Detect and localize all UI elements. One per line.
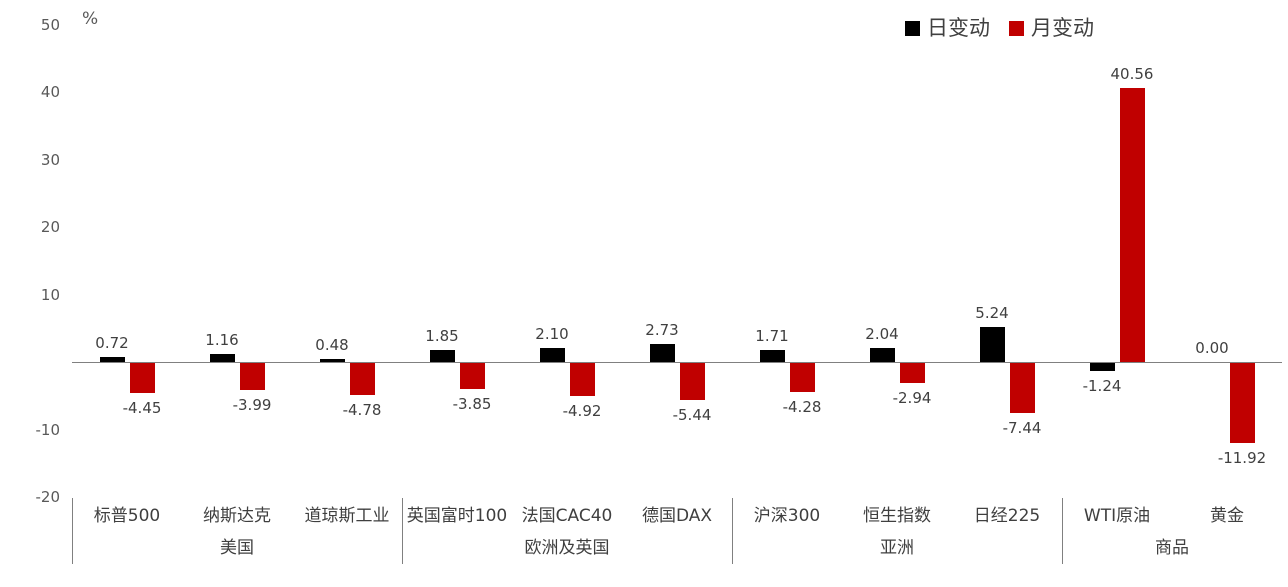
value-label: -4.28 xyxy=(782,397,822,416)
group-label: 美国 xyxy=(220,538,254,558)
category-label: 德国DAX xyxy=(641,506,713,526)
monthly-bar xyxy=(129,363,155,394)
group-separator xyxy=(1062,498,1063,564)
value-label: 1.85 xyxy=(425,326,459,345)
value-label: -3.99 xyxy=(232,395,272,414)
value-label: -4.78 xyxy=(342,401,382,420)
value-label: 1.71 xyxy=(755,327,789,346)
category-label: 沪深300 xyxy=(753,506,821,526)
daily-bar xyxy=(209,354,235,362)
value-label: -4.92 xyxy=(562,402,602,421)
daily-bar xyxy=(869,348,895,362)
value-label: 0.00 xyxy=(1195,339,1229,357)
y-tick-label: 50 xyxy=(40,15,60,34)
y-tick-label: -20 xyxy=(35,488,61,506)
monthly-bar xyxy=(679,363,705,400)
category-label: WTI原油 xyxy=(1083,506,1151,526)
monthly-bar xyxy=(349,363,375,396)
y-axis-unit-label: % xyxy=(82,9,99,29)
legend-label-monthly-change: 月变动 xyxy=(1031,16,1094,40)
monthly-bar xyxy=(899,363,925,383)
daily-bar xyxy=(429,349,455,362)
monthly-bar xyxy=(1009,363,1035,414)
category-label: 日经225 xyxy=(973,506,1041,526)
category-label: 标普500 xyxy=(93,506,161,526)
daily-bar xyxy=(319,358,345,362)
daily-bar xyxy=(649,343,675,362)
daily-bar xyxy=(1089,363,1115,372)
value-label: -7.44 xyxy=(1002,419,1042,438)
value-label: 5.24 xyxy=(975,303,1009,322)
group-label: 欧洲及英国 xyxy=(524,538,610,558)
y-tick-label: 20 xyxy=(40,218,60,236)
daily-bar xyxy=(99,357,125,362)
y-tick-label: 40 xyxy=(40,83,60,101)
monthly-bar xyxy=(1119,88,1145,362)
value-label: -2.94 xyxy=(892,388,932,407)
daily-series-swatch-icon xyxy=(905,20,920,36)
y-tick-label: 30 xyxy=(40,150,60,169)
group-label: 亚洲 xyxy=(880,538,914,558)
group-separator xyxy=(72,498,73,564)
value-label: 2.10 xyxy=(535,324,569,343)
category-label: 法国CAC40 xyxy=(521,506,613,526)
value-label: -1.24 xyxy=(1082,377,1122,396)
value-label: -4.45 xyxy=(122,399,162,418)
monthly-bar xyxy=(789,363,815,392)
y-tick-label: 10 xyxy=(40,285,60,304)
value-label: 40.56 xyxy=(1110,65,1154,84)
monthly-bar xyxy=(239,363,265,390)
monthly-bar xyxy=(459,363,485,389)
category-label: 黄金 xyxy=(1210,506,1244,526)
value-label: 2.73 xyxy=(645,320,679,339)
chart-legend: 日变动 月变动 xyxy=(905,12,1094,42)
group-separator xyxy=(732,498,733,564)
y-tick-label: -10 xyxy=(35,420,61,439)
category-label: 英国富时100 xyxy=(406,506,508,526)
legend-item-monthly-change: 月变动 xyxy=(1009,12,1094,42)
daily-bar xyxy=(979,326,1005,362)
group-label: 商品 xyxy=(1155,538,1189,558)
value-label: -3.85 xyxy=(452,394,492,413)
value-label: 0.72 xyxy=(95,334,129,353)
daily-bar xyxy=(759,350,785,362)
category-label: 道琼斯工业 xyxy=(304,506,390,526)
category-label: 纳斯达克 xyxy=(203,506,271,526)
group-separator xyxy=(402,498,403,564)
value-label: 1.16 xyxy=(205,331,239,350)
legend-item-daily-change: 日变动 xyxy=(905,12,990,42)
value-label: 2.04 xyxy=(865,325,899,344)
monthly-series-swatch-icon xyxy=(1009,20,1024,36)
x-axis-line xyxy=(72,362,1282,363)
value-label: -5.44 xyxy=(672,405,712,424)
value-label: 0.48 xyxy=(315,335,349,354)
monthly-bar xyxy=(569,363,595,397)
value-label: -11.92 xyxy=(1217,449,1267,468)
category-label: 恒生指数 xyxy=(863,506,931,526)
monthly-bar xyxy=(1229,363,1255,444)
legend-label-daily-change: 日变动 xyxy=(927,16,990,40)
daily-bar xyxy=(539,347,565,362)
